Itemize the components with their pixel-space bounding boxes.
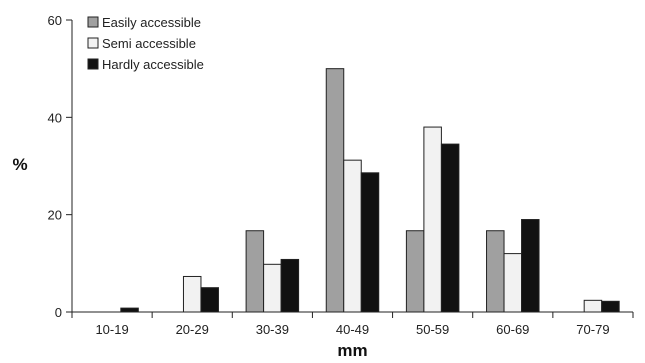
bar-semi-accessible-70-79 xyxy=(583,299,603,313)
legend-swatch xyxy=(87,16,99,28)
bar-semi-accessible-60-69 xyxy=(503,253,523,313)
bar-hardly-accessible-30-39 xyxy=(280,258,300,313)
y-tick-label: 60 xyxy=(48,13,62,28)
bar-hardly-accessible-10-19 xyxy=(120,307,139,313)
bar-easily-accessible-40-49 xyxy=(325,68,345,313)
y-tick-label: 0 xyxy=(55,305,62,320)
legend: Easily accessible Semi accessible Hardly a… xyxy=(87,15,204,72)
legend-label: Easily accessible xyxy=(102,15,201,30)
x-axis-ticks: 10-19 20-29 30-39 40-49 50-59 60-69 70-79 xyxy=(71,312,634,337)
bar-easily-accessible-60-69 xyxy=(486,230,505,313)
legend-swatch xyxy=(87,37,99,49)
bar-hardly-accessible-40-49 xyxy=(360,172,380,313)
legend-swatch xyxy=(87,58,99,70)
y-tick-label: 20 xyxy=(48,208,62,223)
axes xyxy=(71,20,633,313)
x-tick-label: 10-19 xyxy=(95,322,128,337)
bar-easily-accessible-30-39 xyxy=(245,230,265,313)
bar-hardly-accessible-70-79 xyxy=(601,300,620,313)
legend-label: Hardly accessible xyxy=(102,57,204,72)
bar-hardly-accessible-50-59 xyxy=(440,143,460,313)
x-axis-title: mm xyxy=(337,341,367,360)
legend-label: Semi accessible xyxy=(102,36,196,51)
bar-semi-accessible-40-49 xyxy=(343,159,362,313)
x-tick-label: 30-39 xyxy=(256,322,289,337)
bar-semi-accessible-20-29 xyxy=(182,275,202,313)
y-tick-label: 40 xyxy=(48,110,62,125)
x-tick-label: 20-29 xyxy=(176,322,209,337)
x-tick-label: 60-69 xyxy=(496,322,529,337)
bar-semi-accessible-30-39 xyxy=(263,263,282,313)
x-tick-label: 40-49 xyxy=(336,322,369,337)
bar-hardly-accessible-60-69 xyxy=(521,219,540,313)
bar-semi-accessible-50-59 xyxy=(423,126,442,313)
bar-easily-accessible-50-59 xyxy=(405,230,425,313)
y-axis-title: % xyxy=(12,155,27,174)
x-tick-label: 70-79 xyxy=(576,322,609,337)
bar-layer xyxy=(120,68,620,313)
y-axis-ticks: 0 20 40 60 xyxy=(48,13,72,320)
bar-hardly-accessible-20-29 xyxy=(200,287,219,313)
x-tick-label: 50-59 xyxy=(416,322,449,337)
